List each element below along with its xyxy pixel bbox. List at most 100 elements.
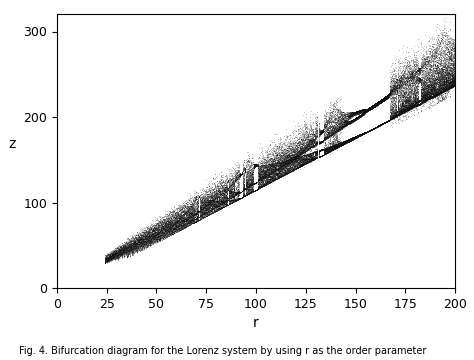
Point — [201, 201, 209, 207]
Point — [385, 90, 392, 96]
Point — [222, 189, 230, 195]
Point — [395, 110, 402, 116]
Point — [227, 181, 234, 186]
Point — [154, 234, 162, 240]
Point — [412, 102, 419, 107]
Point — [247, 190, 255, 195]
Point — [446, 81, 454, 87]
Point — [403, 104, 410, 110]
Point — [427, 82, 435, 87]
Point — [181, 220, 189, 226]
Point — [210, 197, 218, 203]
Point — [422, 95, 430, 101]
Point — [379, 95, 387, 101]
Point — [335, 143, 342, 149]
Point — [428, 99, 436, 105]
Point — [377, 98, 384, 104]
Point — [295, 157, 302, 162]
Point — [146, 224, 154, 230]
Point — [450, 78, 458, 84]
Point — [184, 206, 192, 212]
Point — [138, 241, 146, 247]
Point — [322, 147, 329, 152]
Point — [101, 259, 109, 265]
Point — [428, 80, 436, 85]
Point — [399, 108, 407, 113]
Point — [283, 145, 291, 151]
Point — [123, 244, 130, 250]
Point — [246, 165, 253, 170]
Point — [351, 135, 358, 141]
Point — [230, 180, 238, 186]
Point — [317, 139, 324, 144]
Point — [382, 119, 390, 125]
Point — [272, 169, 279, 175]
Point — [246, 187, 254, 193]
Point — [370, 125, 377, 131]
Point — [429, 53, 437, 59]
Point — [396, 78, 404, 84]
Point — [392, 79, 400, 85]
Point — [392, 111, 400, 117]
Point — [159, 234, 167, 239]
Point — [449, 67, 457, 73]
Point — [140, 227, 147, 233]
Point — [351, 116, 358, 122]
Point — [269, 163, 276, 168]
Point — [187, 221, 195, 227]
Point — [341, 140, 348, 145]
Point — [118, 246, 126, 252]
Point — [156, 230, 164, 236]
Point — [419, 59, 427, 64]
Point — [337, 143, 345, 149]
Point — [435, 81, 443, 86]
Point — [388, 111, 396, 116]
Point — [182, 205, 190, 211]
Point — [440, 57, 448, 62]
Point — [448, 75, 456, 81]
Point — [337, 141, 345, 147]
Point — [213, 196, 221, 202]
Point — [210, 195, 218, 201]
Point — [220, 199, 228, 204]
Point — [428, 90, 436, 96]
Point — [331, 130, 338, 136]
Point — [156, 237, 164, 242]
Point — [347, 118, 355, 124]
Point — [131, 244, 138, 249]
Point — [186, 206, 194, 212]
Point — [419, 99, 427, 104]
Point — [384, 118, 392, 123]
Point — [301, 156, 308, 162]
Point — [435, 85, 443, 91]
Point — [333, 127, 340, 133]
Point — [422, 95, 430, 101]
Point — [254, 179, 261, 185]
Point — [426, 100, 434, 106]
Point — [373, 102, 381, 107]
Point — [425, 75, 433, 81]
Point — [343, 118, 350, 123]
Point — [217, 199, 225, 204]
Point — [423, 81, 431, 86]
Point — [210, 198, 217, 204]
Point — [420, 97, 428, 103]
Point — [440, 73, 448, 79]
Point — [241, 165, 249, 171]
Point — [115, 252, 122, 258]
Point — [317, 153, 324, 159]
Point — [201, 193, 209, 199]
Point — [347, 118, 355, 124]
Point — [330, 144, 337, 150]
Point — [423, 97, 431, 103]
Point — [362, 107, 369, 112]
Point — [253, 179, 260, 185]
Point — [283, 157, 291, 162]
Point — [197, 207, 205, 212]
Point — [150, 230, 158, 235]
Point — [403, 103, 410, 109]
Point — [441, 78, 449, 84]
Point — [252, 180, 259, 186]
Point — [379, 95, 387, 101]
Point — [378, 121, 385, 126]
